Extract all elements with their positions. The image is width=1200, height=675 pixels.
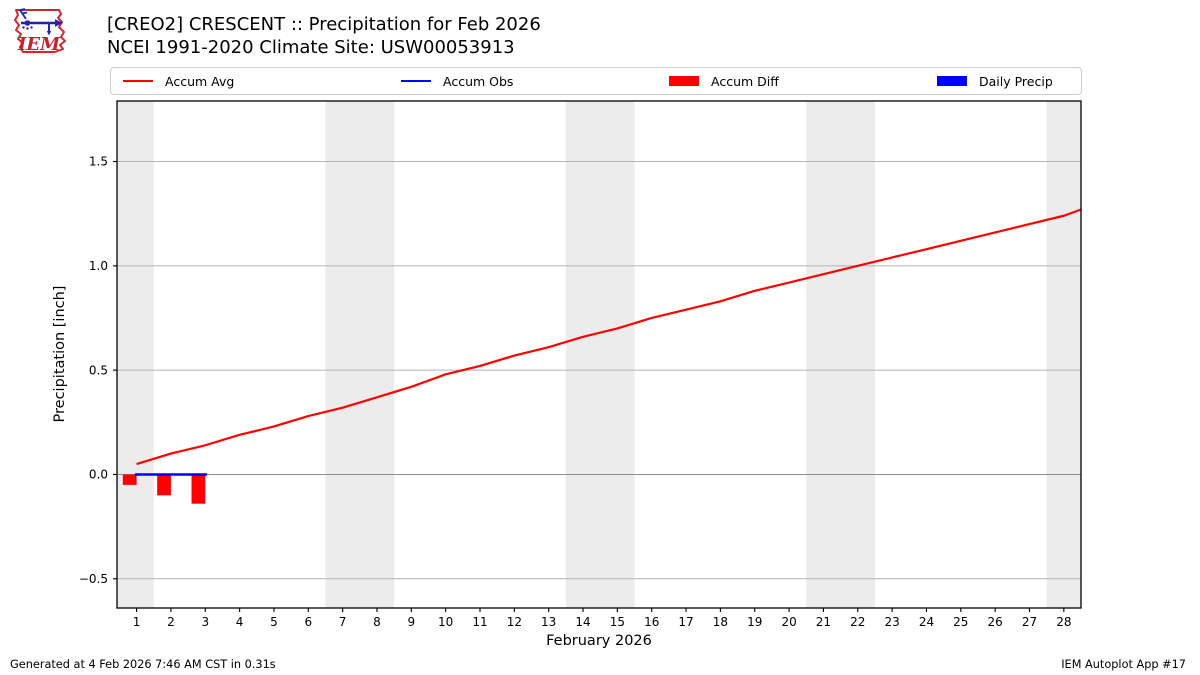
x-tick-label: 11 — [472, 615, 487, 629]
weekend-band — [806, 101, 875, 608]
legend-item: Accum Obs — [401, 68, 513, 94]
x-tick-label: 15 — [610, 615, 625, 629]
app-credit: IEM Autoplot App #17 — [1061, 658, 1186, 671]
legend-label: Accum Diff — [711, 73, 779, 89]
x-tick-label: 20 — [781, 615, 796, 629]
x-axis-label: February 2026 — [546, 633, 652, 649]
x-tick-label: 2 — [167, 615, 175, 629]
legend-item: Accum Avg — [123, 68, 234, 94]
plot-border — [116, 100, 1082, 609]
legend-item: Accum Diff — [669, 68, 779, 94]
legend-item: Daily Precip — [937, 68, 1053, 94]
precip-chart-svg: 1 2 3 4 5 6 7 8 9 10 11 12 13 14 15 16 17 18 19 20 21 22 23 24 2… — [79, 100, 1082, 629]
x-tick-label: 5 — [270, 615, 278, 629]
x-tick-label: 21 — [816, 615, 831, 629]
x-tick-label: 28 — [1056, 615, 1071, 629]
x-tick-label: 12 — [507, 615, 522, 629]
x-tick-label: 25 — [953, 615, 968, 629]
chart-title-line2: NCEI 1991-2020 Climate Site: USW00053913 — [107, 37, 515, 58]
accum-avg-line-swatch-icon — [123, 79, 153, 83]
x-tick-label: 19 — [747, 615, 762, 629]
x-tick-label: 16 — [644, 615, 659, 629]
y-tick-label: 1.0 — [89, 259, 108, 273]
x-tick-label: 7 — [339, 615, 347, 629]
x-tick-label: 24 — [919, 615, 934, 629]
x-tick-label: 23 — [884, 615, 899, 629]
daily-precip-rect-swatch-icon — [937, 76, 967, 86]
x-tick-label: 26 — [988, 615, 1003, 629]
legend-label: Accum Obs — [443, 73, 514, 89]
x-tick-label: 6 — [304, 615, 312, 629]
weekend-band — [565, 101, 635, 608]
y-tick-label: 0.5 — [89, 363, 108, 377]
legend-label: Accum Avg — [165, 73, 235, 89]
x-tick-label: 8 — [373, 615, 381, 629]
x-tick-label: 14 — [575, 615, 590, 629]
y-tick-label: 1.5 — [89, 155, 108, 169]
chart-title: [CREO2] CRESCENT :: Precipitation for Fe… — [107, 13, 541, 59]
x-tick-label: 18 — [713, 615, 728, 629]
legend-label: Daily Precip — [979, 73, 1053, 89]
accum-diff-bar — [191, 474, 206, 504]
x-tick-label: 10 — [438, 615, 453, 629]
y-axis-label: Precipitation [inch] — [52, 285, 68, 423]
x-tick-label: 1 — [133, 615, 141, 629]
x-tick-label: 22 — [850, 615, 865, 629]
y-tick-label: −0.5 — [79, 572, 108, 586]
x-tick-label: 13 — [541, 615, 556, 629]
x-tick-label: 9 — [407, 615, 415, 629]
x-tick-label: 3 — [201, 615, 209, 629]
logo-text: IEM — [17, 34, 61, 55]
accum-obs-line-swatch-icon — [401, 79, 431, 83]
weekend-band — [117, 101, 154, 608]
chart-title-line1: [CREO2] CRESCENT :: Precipitation for Fe… — [107, 14, 541, 35]
accum-diff-rect-swatch-icon — [669, 76, 699, 86]
weather-vane-icon — [19, 8, 63, 36]
weekend-band — [1046, 101, 1081, 608]
y-tick-label: 0.0 — [89, 468, 108, 482]
x-tick-label: 4 — [236, 615, 244, 629]
generated-timestamp: Generated at 4 Feb 2026 7:46 AM CST in 0… — [10, 658, 276, 671]
x-tick-label: 17 — [678, 615, 693, 629]
accum-diff-bar — [157, 474, 171, 496]
precip-chart: 1 2 3 4 5 6 7 8 9 10 11 12 13 14 15 16 17 18 19 20 21 22 23 24 2… — [79, 100, 1082, 629]
accum-diff-bar — [122, 474, 137, 485]
x-tick-label: 27 — [1022, 615, 1037, 629]
legend: Accum Avg Accum Obs Accum Diff Daily Pre… — [110, 67, 1082, 95]
iem-logo: IEM — [14, 8, 66, 55]
weekend-band — [325, 101, 395, 608]
accum-avg-line — [136, 208, 1082, 466]
